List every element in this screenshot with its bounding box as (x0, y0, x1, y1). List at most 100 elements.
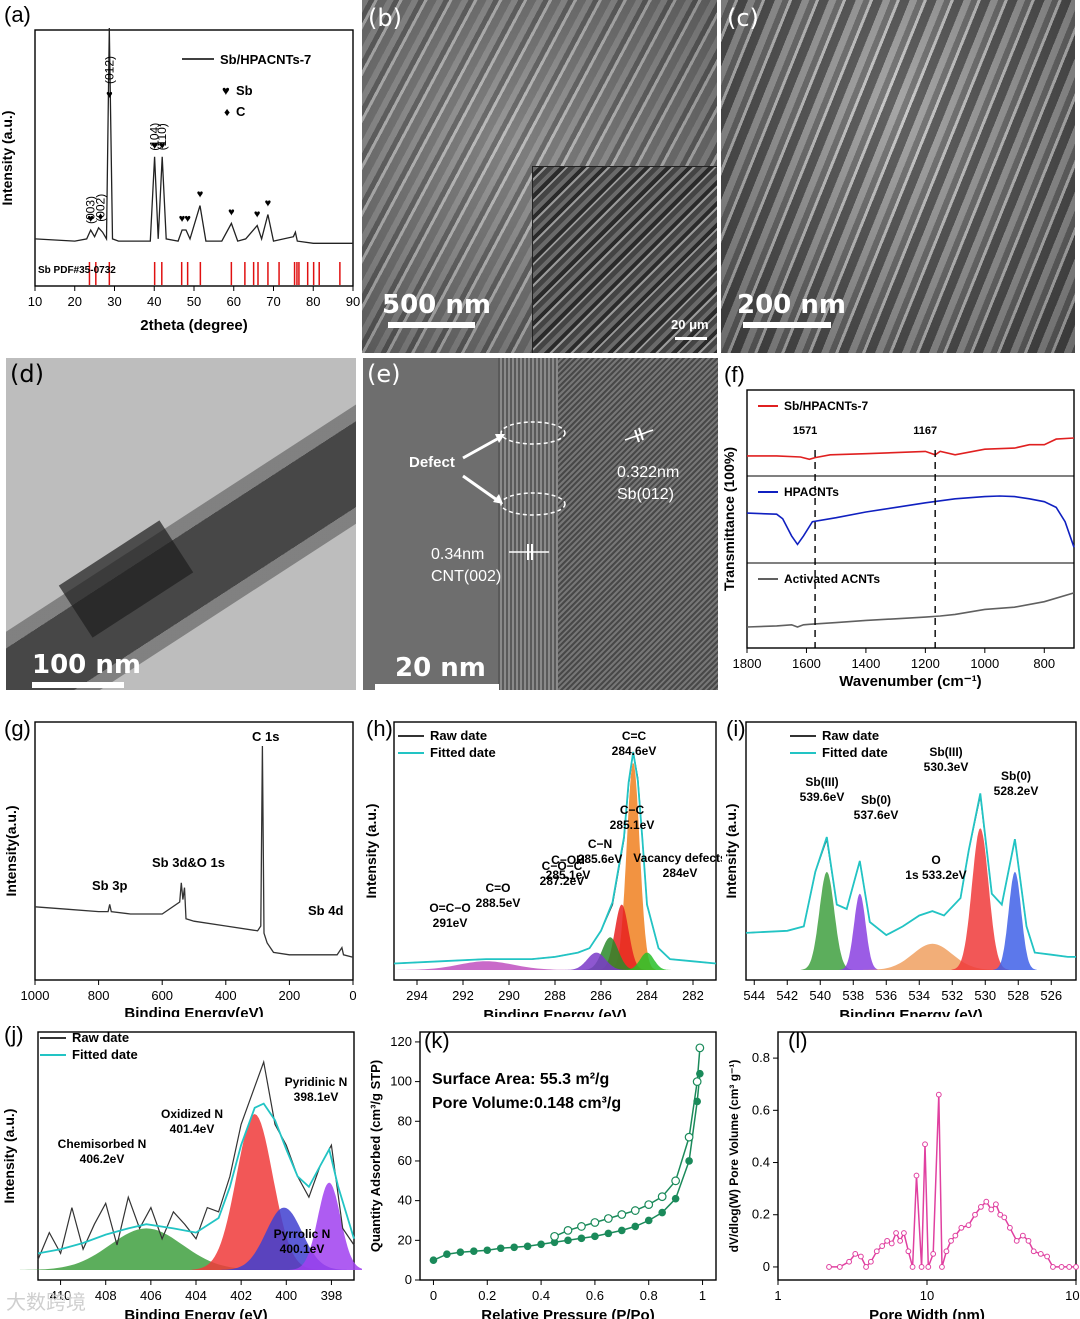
component-label: 285.1eV (610, 818, 655, 832)
y-tick-label: 40 (398, 1193, 412, 1208)
reference-label: Sb PDF#35-0732 (38, 265, 116, 276)
x-tick-label: 544 (743, 988, 765, 1003)
panel-c-scale-text: 200 nm (737, 290, 846, 320)
x-tick-label: 1200 (911, 656, 940, 671)
panel-e-sb-spacing: 0.322nm (617, 464, 680, 481)
sb-peak-marker: ♥ (265, 197, 272, 209)
y-axis-label: Intensity (a.u.) (363, 804, 379, 899)
component-label: 285.1eV (546, 868, 591, 882)
panel-i-label: (i) (726, 716, 746, 741)
x-tick-label: 10 (28, 294, 42, 309)
component-label: Sb(0) (1001, 769, 1031, 783)
c-peak-marker: ♦ (98, 211, 104, 223)
fit-component (610, 762, 656, 970)
psd-point (1058, 1264, 1065, 1270)
sb-peak-marker: ♥ (87, 213, 94, 225)
adsorption-point (537, 1240, 545, 1249)
psd-point (930, 1250, 937, 1257)
ftir-line (747, 437, 1075, 461)
plot-frame (745, 721, 1077, 981)
y-tick-label: 100 (390, 1074, 412, 1089)
legend-label: Fitted date (822, 745, 888, 760)
x-tick-label: 60 (227, 294, 241, 309)
psd-point (909, 1264, 916, 1270)
x-tick-label: 90 (346, 294, 360, 309)
adsorption-point (693, 1097, 701, 1106)
desorption-point (577, 1222, 586, 1231)
x-tick-label: 0.2 (478, 1288, 496, 1303)
peak-label: Sb 3d&O 1s (152, 855, 225, 870)
component-label: Oxidized N (161, 1107, 223, 1121)
x-axis-label: Binding Energy (eV) (839, 1007, 982, 1017)
psd-point (1019, 1232, 1026, 1239)
psd-point (1006, 1224, 1013, 1231)
y-axis-label: Transmittance (100%) (721, 447, 737, 591)
y-axis-label: dV/dlog(W) Pore Volume (cm³ g⁻¹) (727, 1060, 741, 1253)
panel-j-label: (j) (4, 1022, 24, 1047)
psd-line (829, 1094, 1076, 1269)
y-axis-label: Intensity (a.u.) (723, 804, 739, 899)
x-tick-label: 50 (187, 294, 201, 309)
y-axis-label: Intensity(a.u.) (3, 805, 19, 896)
panel-e-defect-text: Defect (409, 454, 455, 471)
psd-point (977, 1204, 984, 1210)
fit-component (622, 952, 672, 970)
adsorption-point (429, 1256, 438, 1264)
plot-frame (419, 1031, 717, 1281)
x-axis-label: Relative Pressure (P/Po) (481, 1307, 654, 1319)
desorption-point (590, 1218, 600, 1227)
x-tick-label: 540 (809, 988, 831, 1003)
psd-point (1037, 1250, 1044, 1257)
x-tick-label: 1 (699, 1288, 706, 1303)
y-tick-label: 20 (398, 1232, 412, 1247)
psd-point (972, 1211, 978, 1218)
component-label: 284.6eV (612, 744, 657, 758)
ftir-line (746, 495, 1075, 548)
peak-label: (104) (148, 123, 162, 151)
peak-label: (110) (155, 123, 169, 150)
panel-h-label: (h) (366, 716, 393, 741)
panel-k-bet-chart: (k) Surface Area: 55.3 m²/g Pore Volume:… (368, 1028, 717, 1319)
component-label: 291eV (433, 916, 468, 930)
x-tick-label: 20 (68, 294, 82, 309)
psd-point (983, 1198, 990, 1205)
component-label: C−OH (551, 853, 585, 867)
panel-k-surface-area: Surface Area: 55.3 m²/g (432, 1071, 609, 1088)
psd-point (1073, 1264, 1079, 1270)
panel-d-label: (d) (10, 360, 44, 388)
psd-point (879, 1243, 886, 1249)
xrd-line (34, 27, 353, 244)
y-axis-label: Intensity (a.u.) (0, 111, 15, 206)
panel-b-inset-scale-text: 20 μm (671, 317, 709, 332)
x-tick-label: 530 (974, 988, 996, 1003)
psd-point (897, 1237, 904, 1244)
x-tick-label: 80 (306, 294, 320, 309)
band-label: 1167 (913, 425, 937, 437)
peak-label: (012) (102, 56, 116, 84)
component-label: 284eV (663, 866, 698, 880)
panel-e-cnt-plane: CNT(002) (431, 568, 502, 585)
legend-label: Raw date (430, 728, 487, 743)
panel-b-label: (b) (368, 4, 402, 32)
panel-d-scalebar (32, 682, 124, 688)
adsorption-point (644, 1216, 653, 1225)
desorption-point (563, 1225, 573, 1235)
adsorption-line (433, 1073, 701, 1261)
psd-point (901, 1230, 907, 1236)
adsorption-point (591, 1232, 599, 1241)
panel-e-hrtem-image: (e) Defect 0.322nm Sb(012) 0.34nm CNT(00… (363, 358, 718, 690)
panel-g-xps-survey-chart: (g) 1000 800 600 400 200 0 Binding Energy(eV) I… (3, 716, 357, 1017)
x-tick-label: 286 (590, 988, 612, 1003)
sb-peak-marker: ♥ (159, 140, 166, 152)
component-label: 400.1eV (280, 1242, 325, 1256)
component-label: C−O−C (542, 859, 583, 873)
x-tick-label: 400 (215, 988, 237, 1003)
adsorption-point (523, 1242, 532, 1251)
fit-component (564, 952, 629, 970)
x-tick-label: 600 (151, 988, 173, 1003)
component-label: C=O (485, 881, 510, 895)
x-axis-label: 2theta (degree) (140, 317, 248, 334)
x-tick-label: 1000 (21, 988, 50, 1003)
y-tick-label: 0.4 (752, 1155, 770, 1170)
y-tick-label: 0.6 (752, 1102, 770, 1117)
